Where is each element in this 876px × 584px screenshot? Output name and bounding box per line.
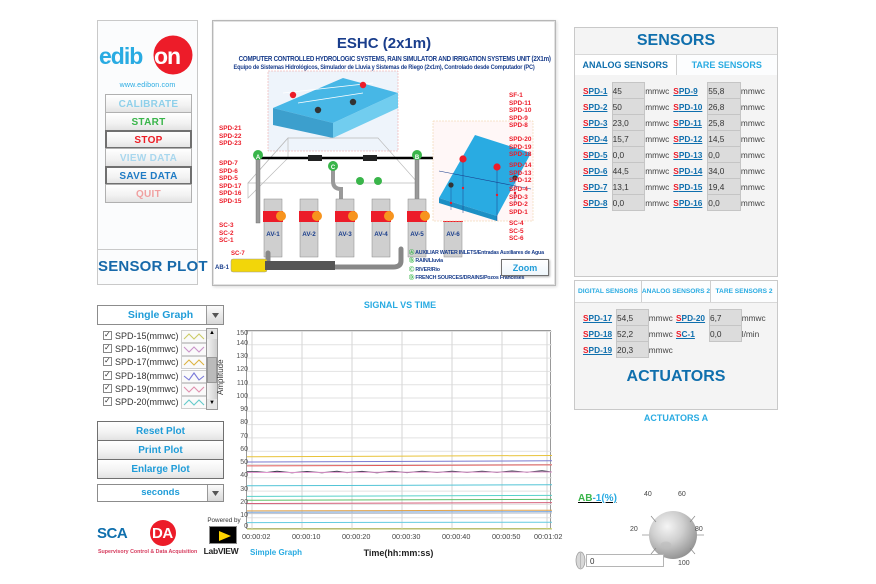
svg-text:on: on	[154, 43, 180, 69]
svg-text:edib: edib	[99, 43, 143, 69]
svg-text:AV-1: AV-1	[266, 231, 280, 238]
svg-text:C: C	[331, 165, 336, 171]
svg-text:AV-5: AV-5	[410, 231, 424, 238]
svg-text:AV-3: AV-3	[338, 231, 352, 238]
svg-text:AV-4: AV-4	[374, 231, 388, 238]
svg-text:AB-1: AB-1	[215, 265, 230, 271]
svg-text:AV-2: AV-2	[302, 231, 316, 238]
svg-text:AV-6: AV-6	[446, 231, 460, 238]
svg-text:A: A	[256, 155, 261, 161]
svg-text:B: B	[415, 155, 420, 161]
svg-text:SC-7: SC-7	[231, 251, 245, 257]
svg-text:DA: DA	[152, 525, 173, 542]
svg-text:SCA: SCA	[97, 525, 128, 542]
